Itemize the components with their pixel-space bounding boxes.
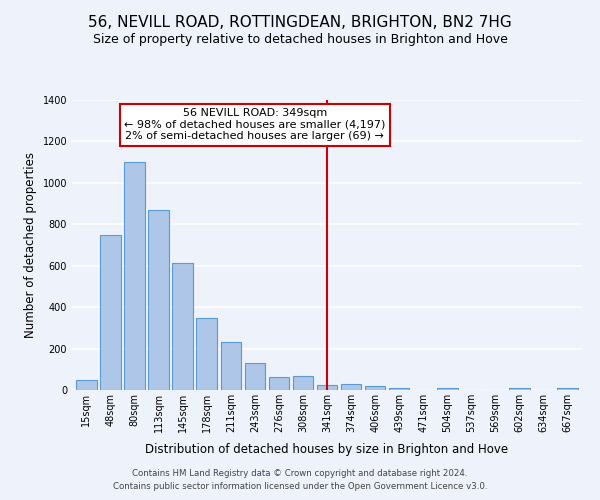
Bar [509, 388, 530, 390]
Bar [124, 162, 145, 390]
Bar [557, 388, 578, 390]
Bar [76, 380, 97, 390]
Bar [245, 363, 265, 390]
Bar [100, 234, 121, 390]
Bar [437, 388, 458, 390]
Text: Size of property relative to detached houses in Brighton and Hove: Size of property relative to detached ho… [92, 32, 508, 46]
Y-axis label: Number of detached properties: Number of detached properties [24, 152, 37, 338]
Text: Contains public sector information licensed under the Open Government Licence v3: Contains public sector information licen… [113, 482, 487, 491]
Bar [196, 318, 217, 390]
Bar [221, 342, 241, 390]
Bar [341, 384, 361, 390]
Bar [269, 376, 289, 390]
Text: Distribution of detached houses by size in Brighton and Hove: Distribution of detached houses by size … [145, 442, 509, 456]
Bar [293, 376, 313, 390]
Text: 56 NEVILL ROAD: 349sqm
← 98% of detached houses are smaller (4,197)
2% of semi-d: 56 NEVILL ROAD: 349sqm ← 98% of detached… [124, 108, 386, 142]
Bar [389, 388, 409, 390]
Text: Contains HM Land Registry data © Crown copyright and database right 2024.: Contains HM Land Registry data © Crown c… [132, 468, 468, 477]
Bar [172, 262, 193, 390]
Text: 56, NEVILL ROAD, ROTTINGDEAN, BRIGHTON, BN2 7HG: 56, NEVILL ROAD, ROTTINGDEAN, BRIGHTON, … [88, 15, 512, 30]
Bar [317, 385, 337, 390]
Bar [365, 386, 385, 390]
Bar [148, 210, 169, 390]
